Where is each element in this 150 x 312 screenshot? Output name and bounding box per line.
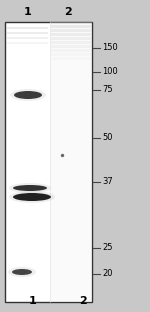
Bar [51,57,91,60]
Text: 50: 50 [102,134,112,143]
Ellipse shape [10,89,46,101]
Text: 20: 20 [102,270,112,279]
Ellipse shape [13,185,47,191]
Bar [51,53,91,56]
Text: 75: 75 [102,85,113,95]
Bar [51,41,91,43]
Text: 100: 100 [102,67,118,76]
Bar [51,33,91,36]
Bar [7,42,48,44]
Ellipse shape [13,193,51,201]
Text: 150: 150 [102,43,118,52]
Bar [7,27,48,29]
Text: 1: 1 [24,7,32,17]
Bar [7,32,48,34]
Bar [51,25,91,27]
Text: 25: 25 [102,243,112,252]
Text: 2: 2 [79,296,86,306]
Bar [51,45,91,47]
Bar [7,37,48,39]
Ellipse shape [8,267,36,277]
Bar [51,37,91,40]
Bar [50,22,92,302]
Ellipse shape [9,191,55,203]
Text: 37: 37 [102,178,113,187]
Text: 1: 1 [29,296,37,306]
Text: 2: 2 [64,7,72,17]
Bar [5,22,92,302]
Bar [51,49,91,51]
Ellipse shape [14,91,42,99]
Bar [51,29,91,32]
Ellipse shape [12,269,32,275]
Ellipse shape [9,183,51,193]
